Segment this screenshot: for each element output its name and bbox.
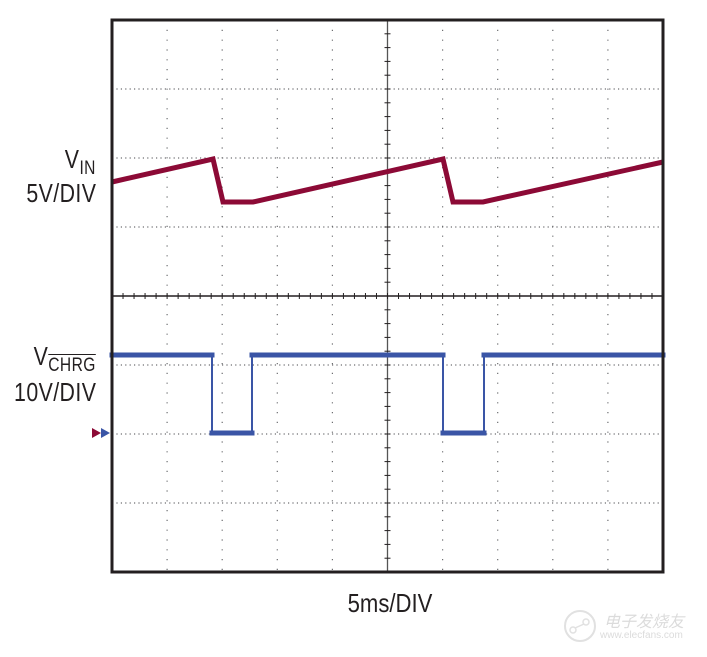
- trace-vchrg: [109, 352, 666, 436]
- watermark-text: 电子发烧友: [604, 614, 685, 631]
- vin-scale-label: 5V/DIV: [25, 178, 96, 208]
- vchrg-label-main: V: [33, 341, 49, 371]
- plot-frame: [110, 18, 665, 574]
- vchrg-scale-label: 10V/DIV: [13, 377, 96, 407]
- center-axis-ticks: [111, 19, 664, 573]
- vchrg-label-sub: CHRG: [48, 355, 96, 376]
- vin-label: VIN: [64, 144, 96, 178]
- vchrg-label: VCHRG: [33, 341, 96, 375]
- vin-label-main: V: [64, 144, 80, 174]
- watermark-url: www.elecfans.com: [600, 630, 683, 641]
- time-scale-label: 5ms/DIV: [347, 588, 433, 618]
- watermark: 电子发烧友 www.elecfans.com: [560, 600, 700, 650]
- ground-marker-vchrg-icon: [101, 428, 110, 438]
- trace-vin: [111, 156, 664, 205]
- vin-label-sub: IN: [79, 158, 96, 179]
- watermark-logo-icon: [564, 610, 596, 642]
- ground-marker-vin-icon: [92, 428, 101, 438]
